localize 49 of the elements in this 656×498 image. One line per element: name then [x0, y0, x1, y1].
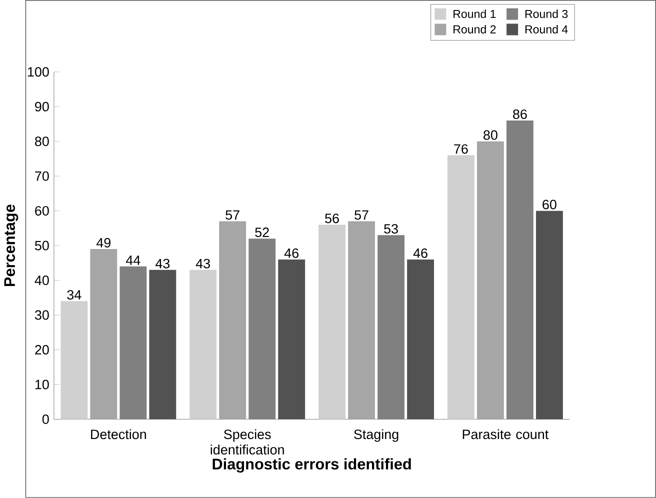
- bar: [190, 270, 217, 420]
- data-label: 76: [454, 144, 468, 154]
- x-tick-label: Detection: [91, 429, 146, 440]
- data-label: 49: [96, 238, 110, 248]
- bar: [278, 260, 306, 420]
- x-tick-label: Parasite count: [462, 429, 549, 440]
- data-label: 34: [67, 290, 82, 300]
- y-tick-label: 80: [35, 136, 49, 146]
- data-label: 80: [484, 130, 498, 140]
- bar: [149, 270, 176, 420]
- y-axis-title: Percentage: [4, 204, 18, 286]
- legend-label: Round 2: [454, 25, 496, 34]
- bar: [219, 221, 246, 420]
- data-label: 46: [413, 248, 428, 258]
- x-tick-label: Staging: [354, 429, 398, 442]
- data-label: 52: [255, 228, 269, 238]
- bar: [447, 155, 474, 420]
- y-tick-label: 40: [34, 276, 49, 286]
- bar: [348, 221, 375, 420]
- bar: [407, 260, 434, 420]
- legend-label: Round 3: [525, 10, 568, 18]
- y-tick-label: 50: [34, 240, 49, 250]
- y-tick-label: 10: [35, 380, 49, 390]
- bar: [536, 210, 563, 420]
- bar: [60, 301, 88, 420]
- bar: [90, 249, 118, 420]
- bar: [476, 141, 504, 420]
- x-axis-title: Diagnostic errors identified: [212, 458, 411, 473]
- data-label: 53: [384, 224, 398, 234]
- data-label: 56: [325, 214, 339, 224]
- data-label: 43: [196, 258, 210, 268]
- data-label: 44: [126, 256, 140, 265]
- legend-label: Round 1: [454, 10, 496, 18]
- data-label: 46: [284, 248, 298, 258]
- y-tick-label: 70: [35, 171, 49, 181]
- data-label: 43: [155, 258, 170, 268]
- x-tick-label: Species identification: [210, 429, 284, 455]
- y-tick-label: 90: [35, 102, 49, 112]
- data-label: 57: [354, 210, 368, 220]
- y-tick-label: 60: [35, 206, 49, 216]
- y-tick-label: 100: [28, 67, 49, 77]
- y-tick-label: 0: [42, 414, 49, 424]
- legend-label: Round 4: [525, 25, 568, 34]
- data-label: 60: [542, 200, 556, 210]
- data-label: 57: [226, 210, 240, 220]
- bar: [318, 224, 346, 420]
- y-tick-label: 30: [34, 310, 49, 320]
- y-tick-label: 20: [35, 345, 49, 355]
- data-label: 86: [513, 110, 527, 120]
